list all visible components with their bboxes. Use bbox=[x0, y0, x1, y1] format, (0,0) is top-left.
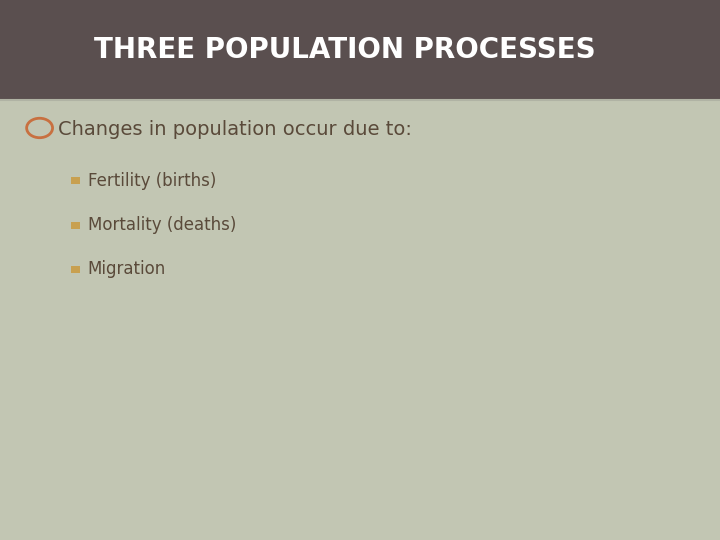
FancyBboxPatch shape bbox=[71, 221, 80, 228]
Text: Migration: Migration bbox=[88, 260, 166, 279]
FancyBboxPatch shape bbox=[0, 0, 720, 100]
FancyBboxPatch shape bbox=[71, 266, 80, 273]
FancyBboxPatch shape bbox=[71, 177, 80, 184]
Text: Mortality (deaths): Mortality (deaths) bbox=[88, 216, 236, 234]
Text: Changes in population occur due to:: Changes in population occur due to: bbox=[58, 120, 411, 139]
Text: Fertility (births): Fertility (births) bbox=[88, 172, 216, 190]
Text: THREE POPULATION PROCESSES: THREE POPULATION PROCESSES bbox=[94, 36, 595, 64]
